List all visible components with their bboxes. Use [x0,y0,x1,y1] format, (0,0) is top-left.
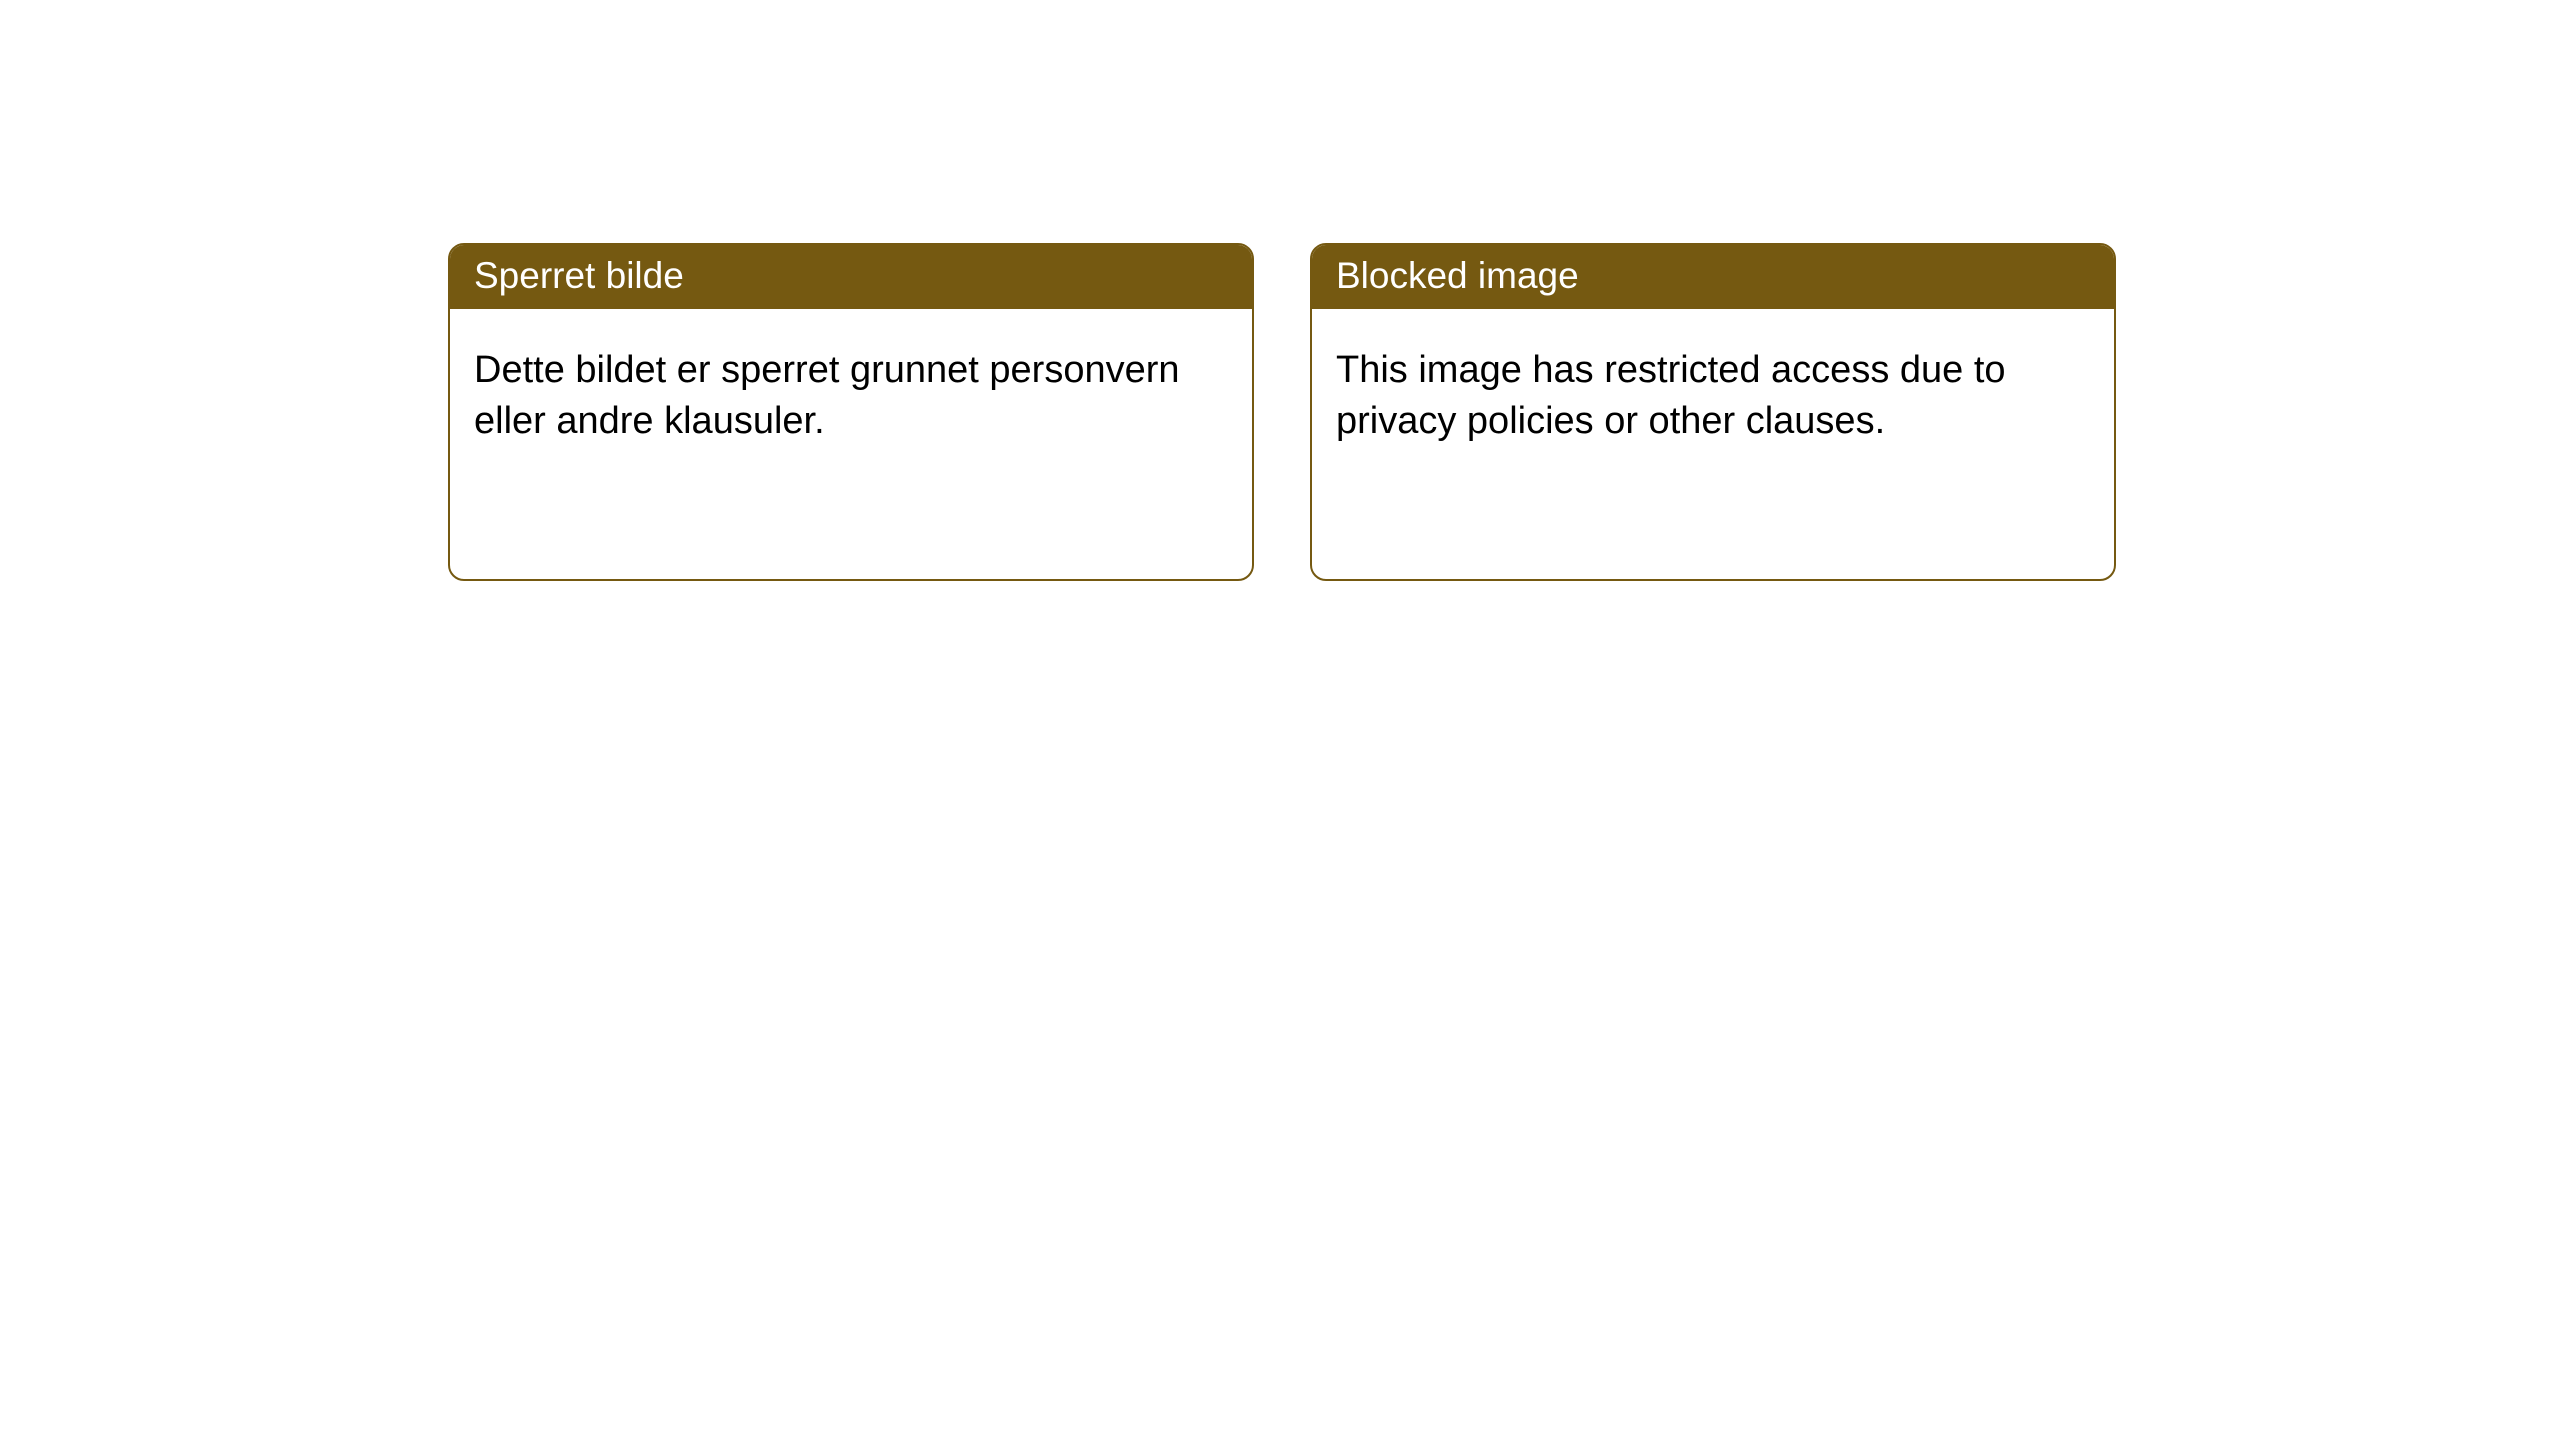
notice-container: Sperret bilde Dette bildet er sperret gr… [0,0,2560,581]
notice-title: Blocked image [1312,245,2114,309]
notice-card-english: Blocked image This image has restricted … [1310,243,2116,581]
notice-card-norwegian: Sperret bilde Dette bildet er sperret gr… [448,243,1254,581]
notice-body: Dette bildet er sperret grunnet personve… [450,309,1252,579]
notice-body: This image has restricted access due to … [1312,309,2114,579]
notice-title: Sperret bilde [450,245,1252,309]
